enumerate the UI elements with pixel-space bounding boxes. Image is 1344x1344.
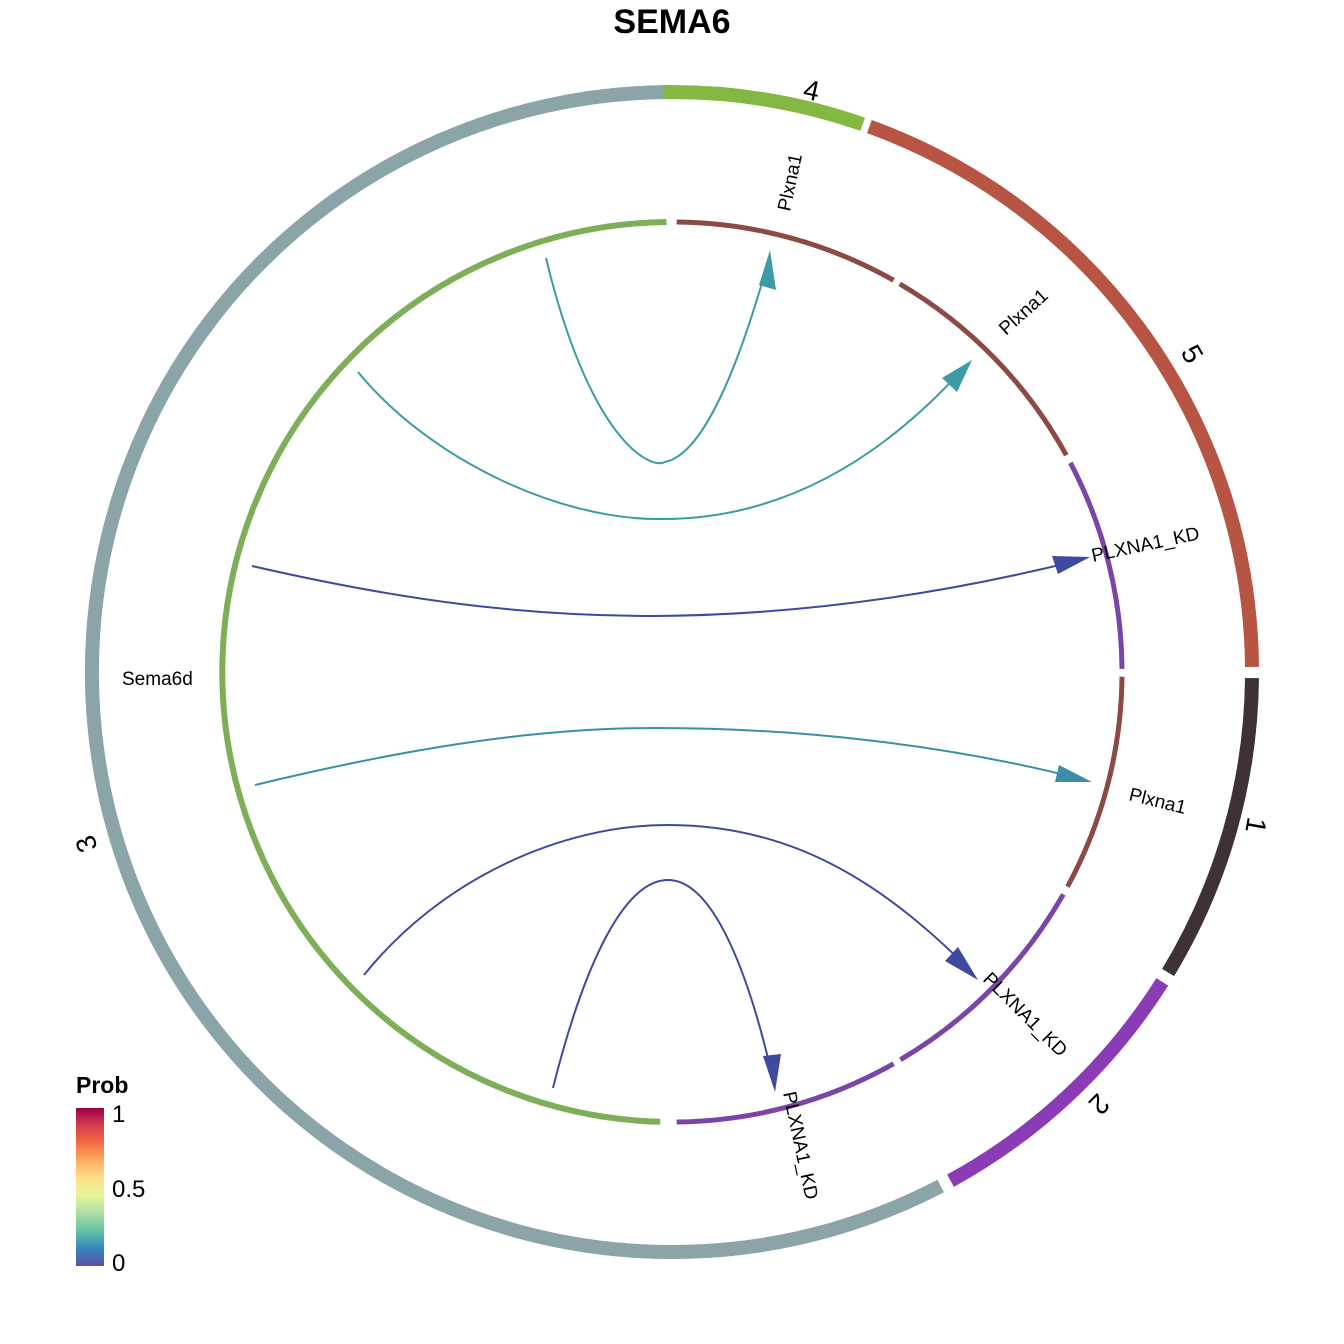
sector-arc-plxna1-kd-5 bbox=[1068, 461, 1125, 669]
group-label-5: 5 bbox=[1175, 340, 1210, 369]
sector-label-sema6d: Sema6d bbox=[122, 669, 193, 690]
arrowheads bbox=[759, 250, 1092, 1092]
sector-label-plxna1kd-2b: PLXNA1_KD bbox=[778, 1090, 821, 1202]
sector-label-plxna1-4: Plxna1 bbox=[774, 152, 807, 213]
legend-tick-0: 0 bbox=[112, 1250, 126, 1277]
arrowhead-plxna1kd-2b bbox=[763, 1054, 781, 1092]
arrowhead-plxna1kd-2a bbox=[945, 947, 978, 980]
sector-label-plxna1-1: Plxna1 bbox=[1127, 784, 1188, 818]
arrowhead-plxna1-4 bbox=[759, 250, 776, 290]
group-label-1: 1 bbox=[1239, 815, 1272, 836]
sector-label-plxna1kd-2a: PLXNA1_KD bbox=[978, 969, 1071, 1062]
group-arc-4 bbox=[662, 85, 866, 131]
sector-arc-plxna1-1 bbox=[1065, 676, 1125, 888]
group-label-3: 3 bbox=[69, 831, 103, 856]
sector-labels: Sema6d Plxna1 Plxna1 PLXNA1_KD Plxna1 PL… bbox=[122, 152, 1201, 1202]
link-sema6d-plxna1kd-2b bbox=[552, 878, 773, 1089]
link-sema6d-plxna1-4 bbox=[545, 257, 769, 465]
sector-arc-plxna1-4 bbox=[676, 219, 895, 283]
sector-arc-plxna1-kd-2b bbox=[676, 1061, 895, 1125]
outer-group-ring bbox=[84, 85, 1259, 1260]
legend-tick-1: 1 bbox=[112, 1101, 126, 1128]
legend-tick-0-5: 0.5 bbox=[112, 1176, 146, 1203]
sector-arc-plxna1-kd-2a bbox=[899, 893, 1066, 1062]
arrowhead-plxna1kd-5 bbox=[1052, 556, 1090, 574]
links bbox=[251, 257, 1086, 1089]
sector-arc-plxna1-5 bbox=[898, 281, 1069, 457]
sector-arc-sema6d bbox=[219, 219, 667, 1125]
group-labels: 4 5 1 2 3 bbox=[69, 74, 1272, 1121]
group-label-4: 4 bbox=[801, 74, 823, 108]
legend-title: Prob bbox=[76, 1072, 129, 1098]
group-label-2: 2 bbox=[1083, 1088, 1116, 1121]
arrowhead-plxna1-1 bbox=[1055, 765, 1092, 782]
arrowhead-plxna1-5 bbox=[942, 360, 972, 392]
group-arc-3 bbox=[84, 85, 944, 1260]
chart-title: SEMA6 bbox=[613, 3, 731, 41]
link-sema6d-plxna1kd-5 bbox=[251, 559, 1081, 618]
link-sema6d-plxna1kd-2a bbox=[363, 823, 971, 976]
sector-label-plxna1kd-5: PLXNA1_KD bbox=[1090, 524, 1202, 567]
group-arc-2 bbox=[947, 978, 1169, 1187]
inner-sector-ring bbox=[219, 219, 1125, 1125]
sector-label-plxna1-5: Plxna1 bbox=[995, 285, 1052, 339]
group-arc-5 bbox=[867, 120, 1259, 667]
link-sema6d-plxna1-1 bbox=[254, 726, 1086, 786]
link-sema6d-plxna1-5 bbox=[357, 369, 963, 521]
group-arc-1 bbox=[1162, 678, 1259, 977]
legend-colorbar bbox=[76, 1108, 104, 1266]
